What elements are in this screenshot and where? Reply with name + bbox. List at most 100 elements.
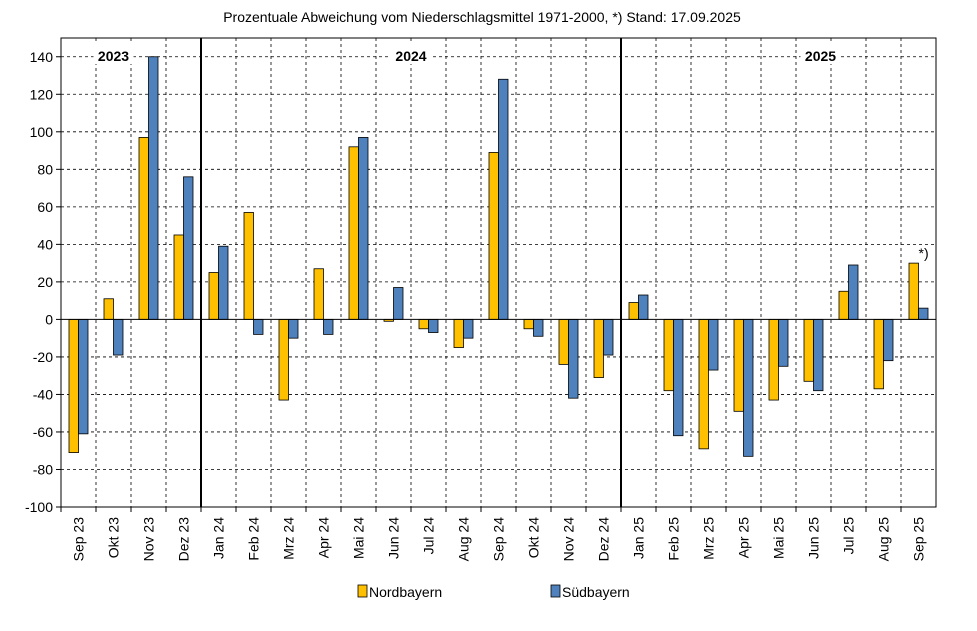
x-tick-label: Feb 25 [666, 517, 682, 561]
legend-label: Nordbayern [369, 584, 442, 600]
bar-südbayern [113, 318, 124, 356]
bar-südbayern [288, 318, 299, 339]
x-tick-label: Okt 24 [526, 517, 542, 558]
bar-nordbayern [313, 268, 324, 320]
bar-nordbayern [243, 212, 254, 320]
bar-nordbayern [208, 272, 219, 320]
bar-series [61, 56, 936, 457]
bar-südbayern [673, 318, 684, 437]
year-label-bg [800, 44, 841, 64]
bar-südbayern [358, 137, 369, 320]
bar-südbayern [743, 318, 754, 457]
year-label: 2024 [395, 48, 426, 64]
bar-nordbayern [523, 318, 534, 330]
bar-südbayern [78, 318, 89, 435]
x-tick-label: Apr 25 [736, 517, 752, 558]
legend-swatch [550, 584, 561, 598]
x-tick-label: Feb 24 [246, 517, 262, 561]
annotation-label: *) [919, 245, 929, 261]
bar-südbayern [498, 78, 509, 320]
x-tick-label: Jan 24 [211, 517, 227, 559]
bar-nordbayern [348, 146, 359, 320]
bar-südbayern [218, 245, 229, 320]
bar-südbayern [813, 318, 824, 392]
bar-nordbayern [68, 318, 79, 453]
x-tick-label: Mai 25 [771, 517, 787, 559]
annotations: *) [919, 245, 929, 261]
bar-südbayern [148, 56, 159, 320]
bar-südbayern [323, 318, 334, 335]
x-tick-label: Dez 23 [176, 517, 192, 562]
y-tick-label: 40 [37, 236, 53, 252]
y-tick-label: 100 [30, 124, 54, 140]
bar-nordbayern [103, 298, 114, 320]
y-tick-label: -40 [33, 386, 53, 402]
x-tick-label: Mrz 25 [701, 517, 717, 560]
bar-südbayern [428, 318, 439, 333]
bar-nordbayern [698, 318, 709, 450]
x-tick-label: Aug 25 [876, 517, 892, 562]
bar-nordbayern [908, 262, 919, 320]
bar-südbayern [463, 318, 474, 339]
bar-nordbayern [663, 318, 674, 392]
x-tick-label: Apr 24 [316, 517, 332, 558]
y-tick-label: -20 [33, 349, 53, 365]
x-tick-label: Jan 25 [631, 517, 647, 559]
bar-nordbayern [278, 318, 289, 401]
year-labels: 2023 2024 2025 [93, 44, 841, 64]
bar-nordbayern [173, 234, 184, 320]
x-tick-label: Dez 24 [596, 517, 612, 562]
x-tick-label: Jul 24 [421, 517, 437, 555]
bar-nordbayern [733, 318, 744, 412]
bar-nordbayern [593, 318, 604, 378]
legend: Nordbayern Südbayern [357, 584, 630, 600]
y-tick-label: 140 [30, 49, 54, 65]
year-label-bg [93, 44, 134, 64]
bar-nordbayern [803, 318, 814, 382]
x-tick-label: Sep 24 [491, 517, 507, 562]
bar-südbayern [568, 318, 579, 399]
y-axis: 140 120 100 80 60 40 20 0 -20 -40 -60 -80 -100 [25, 49, 61, 515]
y-tick-label: 20 [37, 274, 53, 290]
bar-nordbayern [558, 318, 569, 365]
y-tick-label: 80 [37, 161, 53, 177]
x-tick-label: Nov 24 [561, 517, 577, 562]
x-tick-label: Sep 25 [911, 517, 927, 562]
bar-nordbayern [138, 137, 149, 320]
y-tick-label: -100 [25, 499, 53, 515]
bar-südbayern [393, 287, 404, 320]
year-label-bg [391, 44, 431, 64]
year-separators [200, 38, 622, 507]
bar-nordbayern [768, 318, 779, 401]
bar-nordbayern [418, 318, 429, 330]
y-tick-label: 0 [45, 311, 53, 327]
legend-label: Südbayern [562, 584, 630, 600]
x-tick-label: Nov 23 [141, 517, 157, 562]
bar-nordbayern [628, 302, 639, 320]
bar-südbayern [183, 176, 194, 320]
bar-südbayern [603, 318, 614, 356]
bar-südbayern [708, 318, 719, 371]
bar-südbayern [253, 318, 264, 335]
bar-südbayern [918, 307, 929, 320]
bar-südbayern [778, 318, 789, 367]
y-tick-label: -80 [33, 461, 53, 477]
x-tick-label: Aug 24 [456, 517, 472, 562]
year-label: 2023 [98, 48, 129, 64]
y-tick-label: 120 [30, 86, 54, 102]
x-tick-label: Mrz 24 [281, 517, 297, 560]
y-tick-label: -60 [33, 424, 53, 440]
bar-nordbayern [838, 290, 849, 320]
bar-nordbayern [453, 318, 464, 348]
bar-nordbayern [873, 318, 884, 390]
y-tick-label: 60 [37, 199, 53, 215]
legend-swatch [357, 584, 368, 598]
bar-südbayern [638, 294, 649, 320]
x-tick-label: Okt 23 [106, 517, 122, 558]
year-label: 2025 [805, 48, 836, 64]
x-tick-label: Sep 23 [71, 517, 87, 562]
bar-südbayern [883, 318, 894, 362]
chart-title: Prozentuale Abweichung vom Niederschlags… [223, 9, 741, 25]
x-tick-label: Mai 24 [351, 517, 367, 559]
